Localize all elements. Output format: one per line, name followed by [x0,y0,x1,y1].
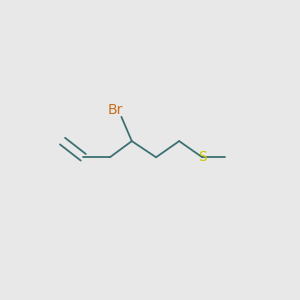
Text: Br: Br [108,103,123,117]
Text: S: S [198,150,207,164]
